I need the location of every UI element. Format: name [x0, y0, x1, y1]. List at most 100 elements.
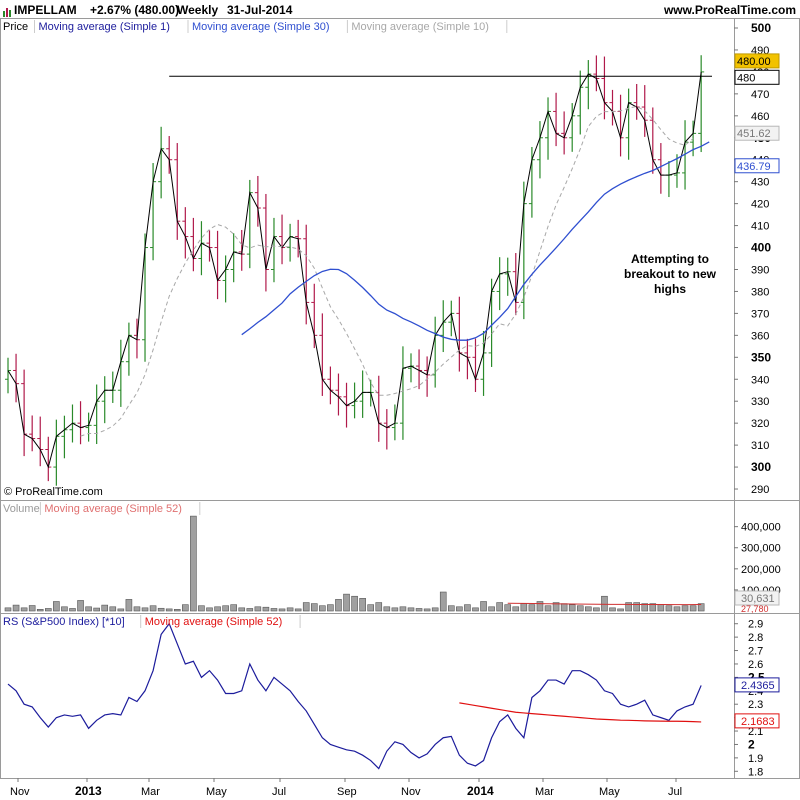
volume-ma52-line: [507, 602, 702, 606]
price-legend-3: Moving average (Simple 10): [351, 21, 489, 33]
resistance-price-label: 480: [737, 72, 755, 84]
volume-bar: [689, 605, 697, 612]
volume-bar: [431, 607, 439, 612]
volume-bar: [673, 606, 681, 612]
volume-bar: [576, 605, 584, 612]
volume-bar: [343, 593, 350, 612]
volume-bar: [165, 608, 173, 612]
volume-y-tick-label: 200,000: [741, 564, 781, 576]
volume-bar: [310, 603, 318, 612]
ma30-value-label: 436.79: [737, 161, 771, 173]
close-line: [7, 71, 702, 469]
rs-value-label: 2.4365: [741, 680, 775, 692]
volume-bar: [133, 606, 141, 612]
rs-value-bg: [734, 677, 780, 693]
site-url[interactable]: www.ProRealTime.com: [663, 3, 796, 17]
volume-bar: [109, 606, 117, 612]
x-tick-label: May: [206, 786, 227, 798]
price-y-tick-label: 500: [751, 21, 771, 35]
price-y-tick-label: 290: [751, 484, 769, 496]
volume-bar: [214, 606, 221, 612]
volume-bar: [101, 604, 109, 612]
price-y-tick-label: 310: [751, 440, 769, 452]
volume-bar: [633, 602, 640, 612]
volume-bar: [552, 602, 560, 612]
price-legend-2: Moving average (Simple 30): [192, 21, 330, 33]
volume-bar: [528, 604, 536, 612]
x-tick-label: Nov: [10, 786, 30, 798]
rs-legend-1: Moving average (Simple 52): [145, 616, 283, 628]
x-tick-label: May: [599, 786, 620, 798]
volume-bar: [262, 606, 270, 612]
ma10-line: [80, 105, 694, 437]
x-tick-label: 2013: [75, 784, 102, 798]
rs-y-tick-label: 2: [748, 737, 755, 751]
volume-bar: [359, 598, 366, 612]
price-y-tick-label: 390: [751, 264, 769, 276]
rs-y-tick-label: 1.9: [748, 753, 763, 765]
volume-bar: [12, 604, 20, 612]
volume-bar: [278, 608, 286, 612]
price-y-tick-label: 400: [751, 241, 771, 255]
x-tick-label: Mar: [535, 786, 554, 798]
volume-bar: [238, 607, 246, 612]
price-panel: [5, 55, 712, 486]
resistance-price-label-bg: [734, 69, 780, 85]
rs-ma-value-label: 2.1683: [741, 716, 775, 728]
rs-y-tick-label: 2.9: [748, 619, 763, 631]
volume-bar: [36, 609, 44, 612]
volume-panel-frame: [0, 500, 800, 614]
price-change: +2.67% (480.00): [90, 3, 180, 17]
copyright-notice: © ProRealTime.com: [4, 486, 103, 498]
period-label: Weekly: [177, 3, 219, 17]
symbol-icon: [3, 4, 11, 17]
volume-y-tick-label: 300,000: [741, 543, 781, 555]
price-y-tick-label: 420: [751, 199, 769, 211]
volume-bar: [375, 602, 383, 612]
volume-bar: [141, 607, 149, 612]
volume-bar: [173, 609, 181, 612]
volume-bar: [246, 608, 254, 612]
price-y-tick-label: 320: [751, 418, 769, 430]
volume-bar: [536, 601, 544, 612]
volume-bar: [85, 606, 92, 612]
volume-bar: [625, 602, 632, 612]
volume-bar: [20, 607, 28, 612]
volume-bar: [464, 604, 471, 612]
volume-bar: [182, 604, 189, 612]
volume-bar: [69, 608, 76, 612]
volume-y-tick-label: 400,000: [741, 522, 781, 534]
volume-legend-1: Moving average (Simple 52): [44, 503, 182, 515]
volume-bar: [302, 602, 310, 612]
volume-bar: [351, 595, 358, 612]
ma30-value-label-bg: [734, 158, 780, 174]
volume-bar: [198, 605, 205, 612]
annotation-line: Attempting to: [631, 252, 709, 266]
volume-bar: [447, 605, 455, 612]
volume-bar: [294, 608, 302, 612]
volume-bar: [585, 606, 592, 612]
volume-bar: [157, 607, 165, 612]
volume-bar: [391, 607, 399, 612]
annotation-line: breakout to new: [623, 267, 716, 281]
x-tick-label: 2014: [467, 784, 494, 798]
current-price-label: 480.00: [737, 56, 771, 68]
rs-ma52-line: [459, 702, 702, 723]
volume-bar: [335, 599, 342, 612]
volume-bar: [609, 607, 616, 612]
volume-bar: [617, 608, 624, 612]
volume-bar: [383, 606, 391, 612]
volume-bar: [456, 606, 463, 612]
volume-bar: [472, 607, 479, 612]
volume-bar: [222, 605, 229, 612]
volume-bar: [77, 600, 84, 612]
current-price-label-bg: [734, 53, 780, 69]
price-y-tick-label: 360: [751, 330, 769, 342]
chart-header: IMPELLAM +2.67% (480.00) Weekly 31-Jul-2…: [0, 0, 800, 18]
rs-y-tick-label: 2.7: [748, 646, 763, 658]
volume-bar: [649, 603, 657, 612]
rs-y-tick-label: 2.1: [748, 726, 763, 738]
volume-bar: [367, 604, 375, 612]
volume-bar: [286, 607, 294, 612]
